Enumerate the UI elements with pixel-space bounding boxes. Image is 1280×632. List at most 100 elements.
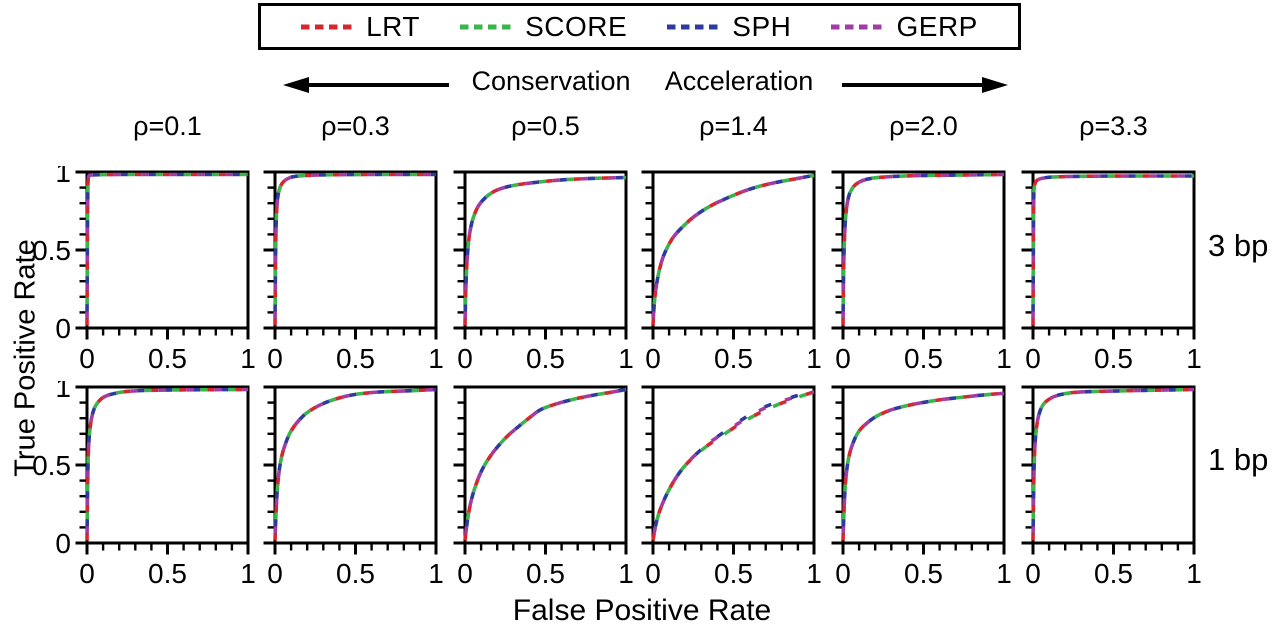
roc-curve-gerp: [85, 387, 249, 541]
x-tick-label: 1: [240, 343, 256, 374]
legend-item-gerp: GERP: [831, 11, 977, 43]
x-tick-label: 0: [79, 343, 95, 374]
x-tick-label: 1: [618, 558, 634, 589]
roc-curve-score: [651, 390, 815, 541]
roc-curve-sph: [273, 172, 436, 326]
roc-panel-1bp-rho-0.1: 0 0.5 1 0 0.5 1: [29, 372, 257, 594]
roc-panel-3bp-rho-3.3: 0 0.5 1: [1021, 166, 1203, 379]
x-tick-label: 0.5: [526, 558, 565, 589]
x-tick-label: 1: [806, 343, 822, 374]
x-tick-label: 1: [1186, 558, 1202, 589]
column-header-2: ρ=0.3: [321, 111, 390, 141]
roc-panel-3bp-rho-2.0: 0 0.5 1: [831, 166, 1013, 379]
plot-box: [273, 385, 438, 545]
x-tick-label: 0.5: [148, 558, 187, 589]
roc-curve-lrt: [273, 172, 436, 326]
roc-curve-lrt: [651, 173, 815, 326]
x-tick-label: 1: [240, 558, 256, 589]
x-tick-label: 0: [1025, 343, 1041, 374]
roc-curve-gerp: [463, 175, 627, 326]
plot-box: [1031, 385, 1196, 545]
column-header-4: ρ=1.4: [699, 111, 768, 141]
legend-item-lrt: LRT: [301, 11, 420, 43]
roc-plot: 0 0.5 1: [1021, 170, 1202, 374]
x-tick-label: 0.5: [904, 558, 943, 589]
legend-item-score: SCORE: [460, 11, 627, 43]
roc-panel-1bp-rho-2.0: 0 0.5 1: [831, 381, 1013, 594]
legend-item-label: LRT: [366, 10, 420, 42]
roc-panel-3bp-rho-0.5: 0 0.5 1: [453, 166, 635, 379]
roc-curve-sph: [1031, 174, 1194, 326]
x-tick-label: 0: [267, 558, 283, 589]
roc-curve-gerp: [1031, 174, 1194, 326]
roc-curve-lrt: [841, 172, 1005, 326]
y-tick-label: 0.5: [32, 450, 71, 481]
plot-box: [841, 170, 1006, 330]
roc-plot: 0 0.5 1: [641, 385, 822, 589]
x-tick-label: 1: [428, 558, 444, 589]
x-tick-label: 0: [1025, 558, 1041, 589]
plot-box: [651, 385, 816, 545]
roc-curve-score: [463, 387, 627, 541]
x-tick-label: 0.5: [714, 558, 753, 589]
roc-curve-lrt: [273, 387, 437, 541]
roc-panel-1bp-rho-0.5: 0 0.5 1: [453, 381, 635, 594]
roc-curve-sph: [1031, 387, 1195, 541]
x-tick-label: 0.5: [526, 343, 565, 374]
roc-curve-lrt: [1031, 387, 1195, 541]
x-tick-label: 0: [835, 343, 851, 374]
plot-box: [85, 170, 250, 330]
x-tick-label: 0.5: [1094, 558, 1133, 589]
x-tick-label: 1: [996, 558, 1012, 589]
x-tick-label: 0.5: [148, 343, 187, 374]
row-label-1bp: 1 bp: [1208, 442, 1269, 477]
plot-box: [463, 170, 628, 330]
x-tick-label: 1: [1186, 343, 1202, 374]
roc-plot: 0 0.5 1: [453, 385, 634, 589]
plot-box: [85, 385, 250, 545]
column-header-5: ρ=2.0: [889, 111, 958, 141]
roc-plot: 0 0.5 1 0 0.5 1: [32, 157, 256, 374]
x-tick-label: 0.5: [336, 343, 375, 374]
roc-plot: 0 0.5 1 0 0.5 1: [32, 372, 256, 589]
legend-box: LRT SCORE SPH GERP: [258, 3, 1021, 50]
x-tick-label: 0: [457, 558, 473, 589]
roc-curve-score: [841, 172, 1005, 326]
sph-dash-icon: [667, 24, 720, 29]
column-header-6: ρ=3.3: [1079, 111, 1148, 141]
y-tick-label: 0: [55, 528, 71, 559]
roc-panel-1bp-rho-3.3: 0 0.5 1: [1021, 381, 1203, 594]
roc-panel-3bp-rho-0.3: 0 0.5 1: [263, 166, 445, 379]
x-tick-label: 0.5: [714, 343, 753, 374]
x-tick-label: 1: [618, 343, 634, 374]
roc-curve-sph: [841, 172, 1005, 326]
plot-box: [841, 385, 1006, 545]
roc-plot: 0 0.5 1: [831, 170, 1012, 374]
conservation-label: Conservation: [471, 66, 631, 96]
legend-item-label: SPH: [732, 10, 792, 42]
x-tick-label: 0: [79, 558, 95, 589]
x-tick-label: 0: [645, 558, 661, 589]
x-tick-label: 0: [645, 343, 661, 374]
x-tick-label: 0: [267, 343, 283, 374]
acceleration-label: Acceleration: [664, 66, 814, 96]
roc-panel-1bp-rho-1.4: 0 0.5 1: [641, 381, 823, 594]
roc-plot: 0 0.5 1: [641, 170, 822, 374]
x-tick-label: 0: [835, 558, 851, 589]
roc-curve-score: [85, 172, 248, 326]
legend-item-sph: SPH: [667, 11, 791, 43]
legend-item-label: SCORE: [525, 10, 628, 42]
gerp-dash-icon: [831, 24, 884, 29]
row-label-3bp: 3 bp: [1208, 228, 1269, 263]
x-tick-label: 0.5: [336, 558, 375, 589]
roc-curve-sph: [273, 387, 437, 541]
roc-curve-lrt: [463, 175, 627, 326]
roc-panel-1bp-rho-0.3: 0 0.5 1: [263, 381, 445, 594]
y-axis-label: True Positive Rate: [9, 239, 42, 477]
roc-curve-gerp: [463, 387, 627, 541]
roc-plot: 0 0.5 1: [831, 385, 1012, 589]
plot-box: [651, 170, 816, 330]
roc-curve-score: [85, 387, 249, 541]
y-tick-label: 0: [55, 313, 71, 344]
